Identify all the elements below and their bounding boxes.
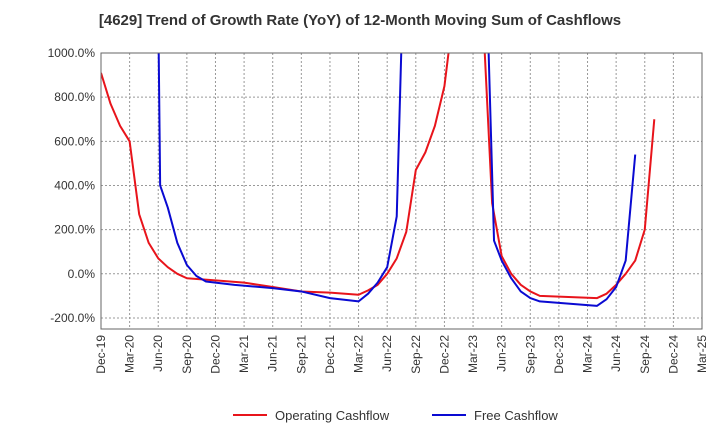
y-tick-label: 200.0% <box>54 223 95 237</box>
x-tick-label: Dec-22 <box>437 335 451 374</box>
x-tick-label: Sep-23 <box>523 335 537 374</box>
x-tick-label: Jun-20 <box>151 335 165 372</box>
y-tick-label: -200.0% <box>50 311 95 325</box>
y-tick-label: 600.0% <box>54 134 95 148</box>
x-tick-label: Dec-23 <box>552 335 566 374</box>
y-axis-tick-labels: 1000.0% 800.0% 600.0% 400.0% 200.0% 0.0% -200.… <box>48 46 96 325</box>
x-tick-label: Jun-21 <box>266 335 280 372</box>
series-lines <box>101 53 656 307</box>
x-tick-label: Mar-20 <box>123 335 137 373</box>
y-tick-label: 1000.0% <box>48 46 96 60</box>
x-tick-label: Mar-23 <box>466 335 480 373</box>
x-tick-label: Jun-22 <box>380 335 394 372</box>
x-tick-label: Dec-21 <box>323 335 337 374</box>
chart-title: [4629] Trend of Growth Rate (YoY) of 12-… <box>98 12 622 29</box>
legend-label: Operating Cashflow <box>275 408 390 423</box>
x-tick-label: Jun-24 <box>609 335 623 372</box>
plot-area <box>101 53 702 329</box>
y-tick-label: 400.0% <box>54 178 95 192</box>
legend-label: Free Cashflow <box>474 408 558 423</box>
series-line-operating-cashflow <box>101 53 656 300</box>
y-tick-label: 0.0% <box>68 267 96 281</box>
x-tick-label: Sep-21 <box>294 335 308 374</box>
x-axis-tick-labels: Dec-19 Mar-20 Jun-20 Sep-20 Dec-20 Mar-21 Jun-… <box>94 335 709 374</box>
x-tick-label: Dec-24 <box>666 335 680 374</box>
y-tick-label: 800.0% <box>54 90 95 104</box>
x-tick-label: Mar-25 <box>695 335 709 373</box>
x-tick-label: Sep-24 <box>638 335 652 374</box>
x-tick-label: Dec-19 <box>94 335 108 374</box>
legend: Operating Cashflow Free Cashflow <box>233 408 558 423</box>
x-tick-label: Sep-22 <box>409 335 423 374</box>
series-line-free-cashflow <box>157 53 637 307</box>
x-tick-label: Jun-23 <box>495 335 509 372</box>
x-gridlines <box>129 53 674 329</box>
x-tick-label: Mar-24 <box>581 335 595 373</box>
x-tick-label: Sep-20 <box>180 335 194 374</box>
x-tick-label: Dec-20 <box>208 335 222 374</box>
x-tick-label: Mar-22 <box>352 335 366 373</box>
plot-frame <box>100 52 703 330</box>
x-tick-label: Mar-21 <box>237 335 251 373</box>
